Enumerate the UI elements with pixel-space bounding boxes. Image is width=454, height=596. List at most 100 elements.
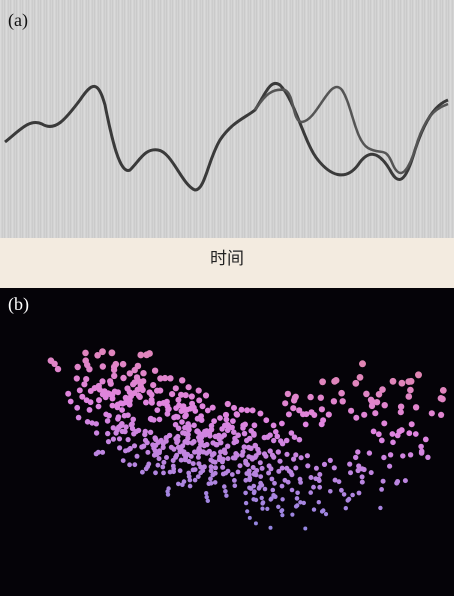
dot	[280, 513, 285, 518]
dot	[110, 436, 116, 442]
dot	[222, 450, 228, 456]
dot	[241, 444, 247, 450]
dot	[76, 387, 83, 394]
dot	[163, 435, 169, 441]
dot	[127, 445, 133, 452]
dot	[151, 445, 157, 451]
panel-label: (b)	[8, 294, 29, 314]
dot	[254, 468, 260, 473]
dot	[185, 384, 192, 391]
dot	[83, 376, 90, 383]
dot	[330, 398, 338, 405]
dot	[196, 445, 202, 451]
dot	[166, 486, 171, 491]
dot	[243, 490, 248, 496]
dot	[245, 462, 250, 468]
dot	[133, 428, 139, 435]
dot	[186, 470, 192, 476]
dot	[123, 424, 129, 430]
dot	[279, 509, 284, 514]
dot	[317, 484, 323, 490]
dot	[99, 363, 107, 370]
dot	[87, 388, 94, 394]
dot	[256, 486, 262, 491]
dot	[100, 449, 106, 455]
panel-a: (a)	[0, 0, 454, 238]
dot	[359, 474, 365, 480]
dot	[313, 465, 319, 471]
dot	[187, 405, 194, 412]
dot	[175, 444, 182, 450]
dot	[229, 424, 235, 431]
dot	[155, 439, 161, 445]
dot	[223, 416, 230, 423]
dot	[279, 465, 285, 471]
dot	[277, 458, 283, 464]
dot	[231, 404, 237, 411]
dot	[428, 410, 435, 417]
dot	[311, 507, 317, 512]
dot	[251, 432, 257, 438]
dot	[418, 443, 424, 450]
dot	[303, 526, 308, 531]
dot	[246, 468, 252, 474]
dot	[290, 512, 295, 517]
dot	[336, 479, 342, 485]
dot	[279, 483, 285, 489]
dot	[111, 372, 118, 380]
dot	[99, 348, 106, 356]
dot	[341, 492, 347, 497]
dot	[339, 398, 346, 405]
x-axis-label: 时间	[210, 249, 244, 269]
dot	[206, 481, 212, 486]
dot	[291, 456, 297, 462]
dot	[178, 457, 184, 463]
dot	[208, 464, 214, 470]
dot	[164, 455, 169, 460]
dot	[176, 402, 183, 409]
dot	[192, 449, 198, 455]
dot	[253, 497, 259, 503]
dot	[263, 453, 269, 459]
dot	[169, 391, 176, 398]
panel-b: (b)	[0, 288, 454, 596]
dot	[220, 464, 226, 470]
dot	[439, 395, 446, 403]
dot	[402, 478, 408, 484]
dot	[156, 448, 163, 454]
dot	[93, 451, 99, 457]
dot	[379, 487, 384, 492]
dot	[263, 417, 270, 424]
dot	[136, 394, 143, 400]
dot	[235, 432, 241, 438]
dot	[284, 390, 292, 398]
dot	[361, 466, 367, 473]
dot	[338, 389, 345, 397]
dot	[137, 383, 145, 391]
dot	[356, 463, 362, 469]
dot	[79, 393, 86, 400]
dot	[300, 411, 306, 418]
dot	[290, 397, 298, 404]
dot	[438, 411, 445, 418]
dot	[379, 386, 386, 393]
dot	[266, 463, 272, 469]
dot	[350, 492, 355, 498]
dot	[120, 458, 126, 463]
dot	[198, 470, 204, 476]
dot	[208, 422, 215, 429]
dot	[175, 396, 182, 403]
dot	[408, 421, 415, 428]
dot	[220, 471, 226, 477]
dot	[186, 474, 192, 479]
dot	[194, 428, 200, 435]
dot	[258, 480, 263, 486]
dot	[96, 386, 103, 393]
dot	[146, 461, 152, 467]
dot	[256, 450, 262, 456]
dot	[175, 425, 182, 432]
dot	[157, 375, 164, 382]
dot	[115, 414, 122, 420]
dot	[235, 469, 241, 475]
